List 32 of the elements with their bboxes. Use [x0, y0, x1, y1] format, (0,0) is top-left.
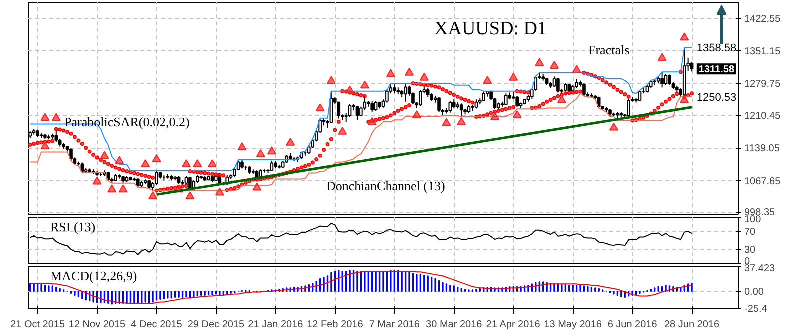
- x-tick-label: 21 Apr 2016: [486, 320, 541, 330]
- y-tick-label: 0.00: [744, 287, 764, 298]
- x-tick-label: 30 Mar 2016: [426, 320, 483, 330]
- x-tick-label: 12 Nov 2015: [68, 320, 126, 330]
- y-tick-label: 1422.55: [744, 14, 782, 25]
- annotation: 1358.58: [696, 42, 737, 55]
- x-tick-label: 28 Jun 2016: [664, 320, 720, 330]
- y-tick-label: 1351.15: [744, 46, 782, 58]
- x-tick-label: 21 Jan 2016: [248, 320, 304, 330]
- y-tick-label: 37.423: [744, 264, 776, 274]
- x-tick-label: 29 Dec 2015: [188, 320, 246, 330]
- y-tick-label: 70: [744, 226, 756, 238]
- annotation: DonchianChannel (13): [326, 178, 446, 194]
- text: XAUUSD: D1: [434, 18, 547, 40]
- y-tick-label: 1067.65: [744, 176, 782, 188]
- y-tick-label: 1210.45: [744, 110, 782, 122]
- x-tick-label: 13 May 2016: [544, 320, 602, 330]
- annotation: Fractals: [588, 42, 630, 58]
- y-tick-label: -25.4: [744, 304, 768, 315]
- annotation: 1250.53: [696, 92, 737, 104]
- y-tick-label: 30: [744, 245, 756, 256]
- chart-title: MACD(12,26,9): [50, 268, 138, 284]
- x-tick-label: 21 Oct 2015: [10, 320, 66, 330]
- chart-title: RSI (13): [50, 220, 96, 234]
- y-tick-label: 1279.75: [744, 79, 782, 90]
- x-tick-label: 7 Mar 2016: [369, 320, 420, 330]
- x-tick-label: 12 Feb 2016: [307, 320, 364, 330]
- annotation: ParabolicSAR(0.02,0.2): [64, 114, 190, 130]
- x-tick-label: 4 Dec 2015: [131, 320, 183, 330]
- x-tick-label: 6 Jun 2016: [608, 320, 658, 330]
- annotation: 1311.58: [698, 64, 735, 76]
- y-tick-label: 1139.05: [744, 144, 780, 155]
